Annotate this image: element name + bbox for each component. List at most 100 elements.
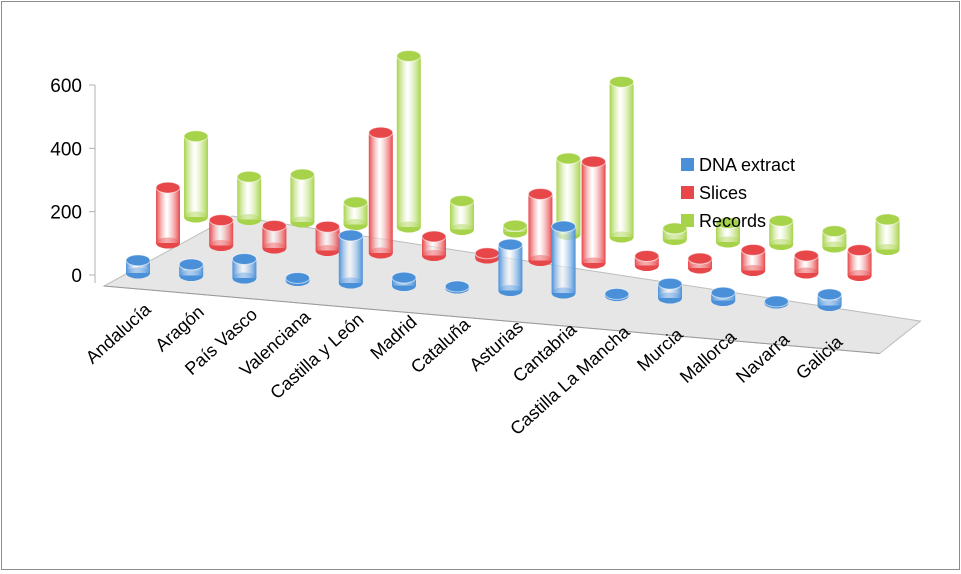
bar-records-pais-vasco: [289, 168, 315, 228]
bar-body: [184, 136, 208, 217]
bar-top: [662, 222, 688, 235]
legend-swatch: [681, 214, 694, 227]
legend-item-records: Records: [681, 211, 766, 231]
bar-top: [208, 214, 234, 227]
bar-body: [368, 132, 393, 253]
bar-dna-extract-aragon: [178, 258, 204, 281]
bar-body: [338, 235, 363, 283]
bar-records-cantabria: [609, 75, 635, 243]
bar-top: [261, 219, 287, 232]
bar-top: [793, 249, 819, 262]
bar-top: [551, 220, 577, 233]
bar-top: [178, 258, 204, 271]
bar-body: [262, 225, 287, 248]
bar-records-murcia: [715, 217, 741, 248]
legend: DNA extract Slices Records: [681, 155, 795, 231]
bar-slices-castilla-y-leon: [368, 126, 394, 259]
bar-body: [528, 194, 553, 261]
bar-slices-aragon: [208, 214, 234, 251]
y-tick-label: 200: [50, 203, 82, 224]
bar-body: [396, 56, 421, 227]
bar-records-castilla-la-mancha: [662, 222, 688, 245]
bar-body: [343, 202, 368, 225]
bar-dna-extract-madrid: [391, 271, 417, 291]
bar-top: [474, 247, 500, 260]
y-tick-label: 0: [71, 266, 82, 287]
bar-dna-extract-cataluna: [444, 280, 470, 294]
bar-top: [609, 75, 635, 88]
bar-dna-extract-andalucia: [125, 254, 151, 279]
y-tick-label: 400: [50, 139, 82, 160]
bar-top: [236, 170, 262, 183]
bar-top: [289, 168, 315, 181]
bar-dna-extract-cantabria: [551, 220, 577, 299]
bar-dna-extract-asturias: [497, 238, 523, 296]
bar-top: [875, 213, 901, 226]
bar-records-andalucia: [183, 130, 209, 223]
bar-top: [391, 271, 417, 284]
bar-top: [763, 295, 789, 308]
bar-top: [183, 130, 209, 143]
bar-body: [581, 161, 606, 263]
bar-top: [847, 244, 873, 257]
bar-slices-asturias: [527, 188, 553, 266]
legend-label: DNA extract: [699, 155, 795, 175]
bar-top: [315, 220, 341, 233]
legend-swatch: [681, 186, 694, 199]
legend-swatch: [681, 158, 694, 171]
bar-top: [444, 280, 470, 293]
bar-top: [343, 196, 369, 209]
bar-dna-extract-valenciana: [285, 271, 311, 286]
bar-dna-extract-mallorca: [710, 286, 736, 306]
legend-label: Slices: [699, 183, 747, 203]
bar-top: [285, 271, 311, 284]
bar-dna-extract-castilla-la-mancha: [604, 287, 630, 301]
bar-slices-madrid: [421, 230, 447, 261]
bar-records-galicia: [875, 213, 901, 255]
bar-top: [817, 288, 843, 301]
bar-top: [231, 253, 257, 265]
bar-top: [604, 287, 630, 300]
category-label-andalucia: Andalucía: [82, 298, 156, 367]
bar-records-mallorca: [768, 214, 794, 250]
bar-body: [237, 176, 262, 220]
bar-slices-cataluna: [474, 247, 500, 264]
bar-top: [502, 219, 528, 232]
bar-slices-galicia: [847, 244, 873, 281]
bar-top: [421, 230, 447, 243]
bar-body: [769, 220, 794, 245]
bar-slices-mallorca: [740, 243, 766, 276]
bar-body: [609, 81, 634, 237]
bar-slices-andalucia: [155, 181, 181, 249]
bar-top: [125, 254, 151, 267]
bar-top: [396, 50, 422, 62]
bar-body: [498, 244, 523, 291]
bar-dna-extract-castilla-y-leon: [338, 229, 364, 289]
bar-top: [657, 277, 683, 290]
axis-layer: 0 200 400 600: [50, 76, 96, 287]
bar-top: [449, 195, 475, 207]
bar-dna-extract-murcia: [657, 277, 683, 304]
bar-slices-cantabria: [581, 155, 607, 269]
bar-top: [581, 155, 607, 168]
bar-slices-castilla-la-mancha: [634, 250, 660, 271]
bar-top: [634, 250, 660, 262]
bar-top: [497, 238, 523, 251]
bar-slices-valenciana: [315, 220, 341, 256]
bar-body: [290, 174, 315, 222]
bar-top: [338, 229, 364, 242]
bar-top: [155, 181, 181, 194]
bar-records-madrid: [449, 195, 475, 235]
legend-item-dna-extract: DNA extract: [681, 155, 795, 175]
bar-body: [156, 187, 180, 243]
bar-records-aragon: [236, 170, 262, 225]
legend-item-slices: Slices: [681, 183, 747, 203]
bar-slices-pais-vasco: [261, 219, 287, 254]
bar-top: [368, 126, 394, 139]
bar-top: [740, 243, 766, 256]
legend-label: Records: [699, 211, 766, 231]
bar-records-valenciana: [343, 196, 369, 230]
bar-top: [768, 214, 794, 227]
